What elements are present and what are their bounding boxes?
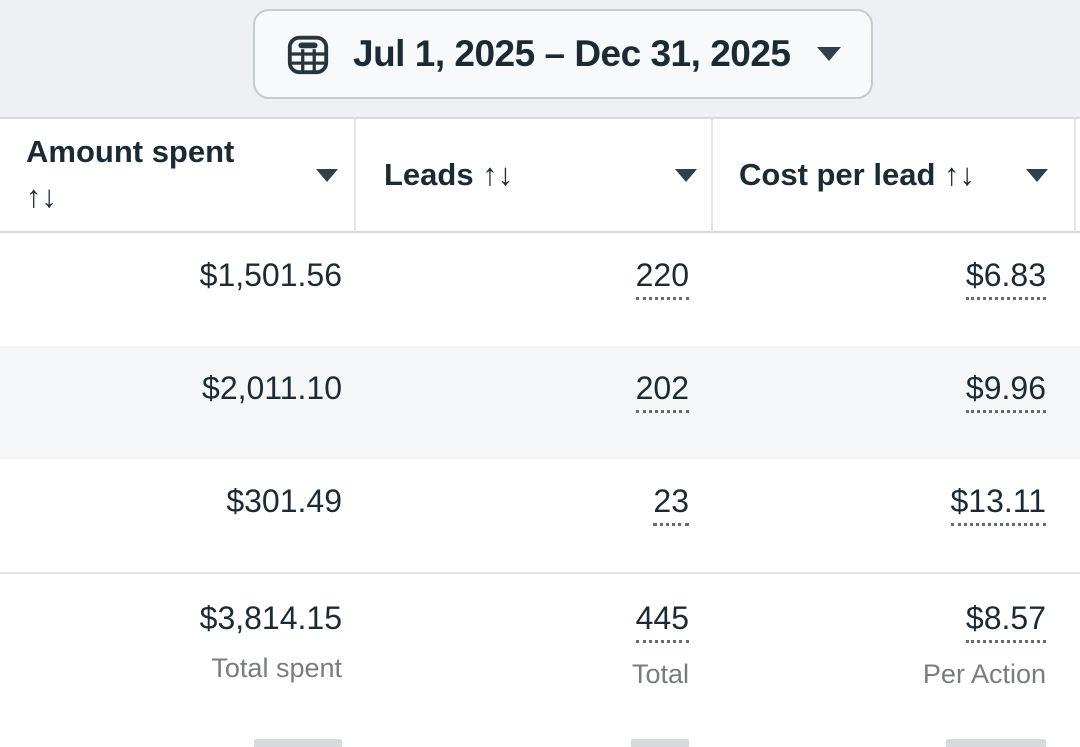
table-header-row: Amount spent ↑↓ Leads ↑↓ Cost per lead ↑… bbox=[0, 117, 1080, 233]
cost-per-lead-cell: $6.83 bbox=[713, 233, 1076, 346]
date-range-button[interactable]: Jul 1, 2025 – Dec 31, 2025 bbox=[253, 9, 873, 99]
column-menu-caret-icon[interactable] bbox=[675, 168, 697, 182]
amount-spent-cell: $301.49 bbox=[226, 483, 342, 519]
cost-per-lead-value[interactable]: $6.83 bbox=[965, 257, 1046, 300]
total-amount-spent-value: $3,814.15 bbox=[199, 600, 342, 636]
date-range-label: Jul 1, 2025 – Dec 31, 2025 bbox=[353, 33, 791, 74]
cost-per-lead-cell: $9.96 bbox=[713, 346, 1076, 459]
column-header-cost-per-lead[interactable]: Cost per lead ↑↓ bbox=[713, 119, 1076, 231]
amount-spent-cell: $1,501.56 bbox=[199, 257, 342, 293]
table-row: $301.49 23 $13.11 bbox=[0, 459, 1080, 572]
sort-arrows-icon: ↑↓ bbox=[26, 179, 57, 214]
dropdown-caret-icon bbox=[817, 47, 841, 61]
column-header-amount-spent[interactable]: Amount spent ↑↓ bbox=[0, 119, 356, 231]
calendar-icon bbox=[287, 35, 329, 75]
column-label: Cost per lead bbox=[739, 156, 936, 192]
leads-value[interactable]: 202 bbox=[635, 370, 689, 413]
column-menu-caret-icon[interactable] bbox=[1026, 168, 1048, 182]
sort-arrows-icon: ↑↓ bbox=[482, 156, 514, 192]
total-cost-per-lead: $8.57 Per Action bbox=[713, 600, 1076, 690]
column-menu-caret-icon[interactable] bbox=[316, 168, 338, 182]
clipped-next-row-hint bbox=[254, 739, 342, 747]
clipped-next-row-hint bbox=[946, 739, 1046, 747]
cost-per-lead-value[interactable]: $13.11 bbox=[950, 483, 1046, 526]
table-row: $1,501.56 220 $6.83 bbox=[0, 233, 1080, 346]
column-header-overflow bbox=[1076, 119, 1080, 231]
cost-per-lead-cell: $13.11 bbox=[713, 459, 1076, 572]
cost-per-lead-value[interactable]: $9.96 bbox=[965, 370, 1046, 413]
column-header-leads[interactable]: Leads ↑↓ bbox=[356, 119, 713, 231]
total-leads: 445 Total bbox=[356, 600, 713, 690]
leads-value[interactable]: 23 bbox=[653, 483, 689, 526]
amount-spent-cell: $2,011.10 bbox=[202, 370, 342, 406]
total-cost-per-lead-value[interactable]: $8.57 bbox=[965, 600, 1046, 643]
total-leads-value[interactable]: 445 bbox=[635, 600, 689, 643]
column-label: Amount spent bbox=[26, 134, 235, 170]
total-leads-caption: Total bbox=[631, 659, 689, 689]
table-row: $2,011.10 202 $9.96 bbox=[0, 346, 1080, 459]
sort-arrows-icon: ↑↓ bbox=[944, 156, 976, 192]
total-amount-spent-caption: Total spent bbox=[211, 653, 342, 683]
total-amount-spent: $3,814.15 Total spent bbox=[0, 600, 356, 690]
leads-cell: 202 bbox=[356, 346, 713, 459]
clipped-next-row-hint bbox=[631, 739, 689, 747]
top-band: Jul 1, 2025 – Dec 31, 2025 bbox=[0, 0, 1080, 117]
column-label: Leads bbox=[384, 156, 474, 192]
leads-value[interactable]: 220 bbox=[635, 257, 689, 300]
totals-row: $3,814.15 Total spent 445 Total $8.57 Pe… bbox=[0, 572, 1080, 690]
leads-cell: 23 bbox=[356, 459, 713, 572]
total-cost-per-lead-caption: Per Action bbox=[922, 659, 1046, 689]
leads-cell: 220 bbox=[356, 233, 713, 346]
